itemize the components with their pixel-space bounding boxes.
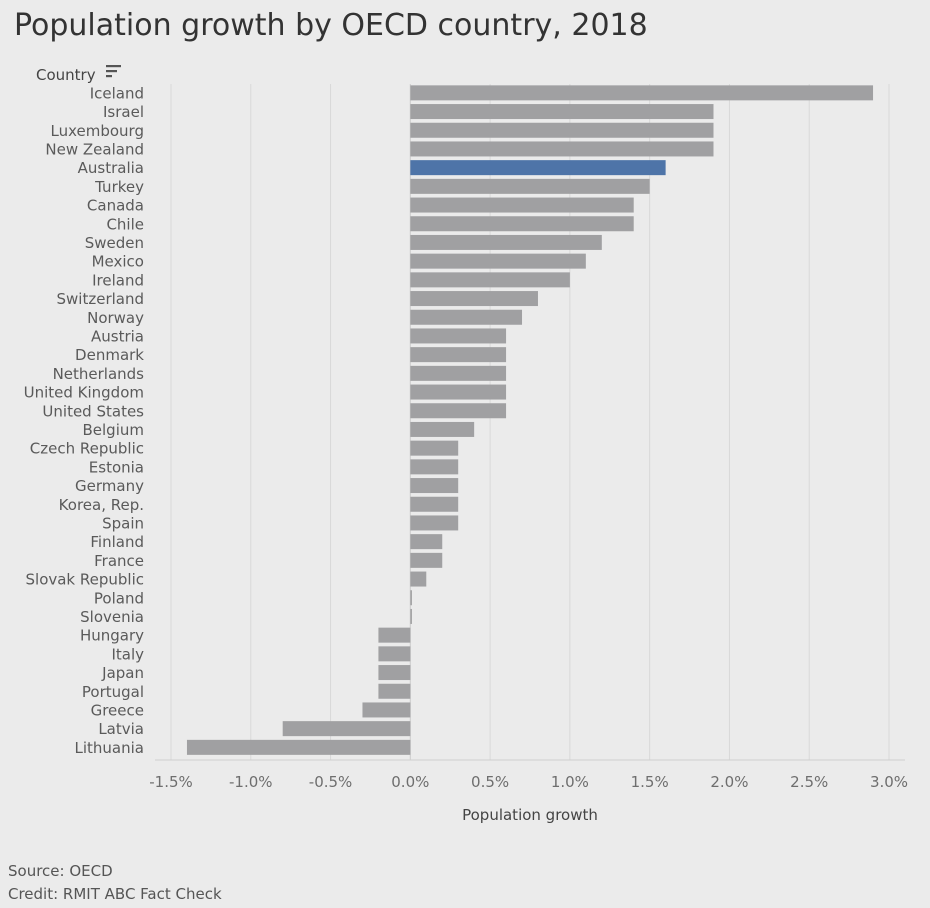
- bar-slovenia[interactable]: [410, 608, 412, 624]
- category-label: Czech Republic: [30, 440, 144, 458]
- bar-new-zealand[interactable]: [410, 141, 714, 157]
- category-label: Belgium: [83, 421, 145, 439]
- x-tick-label: 1.5%: [631, 773, 669, 791]
- category-label: Sweden: [85, 234, 144, 252]
- bar-korea-rep[interactable]: [410, 496, 459, 512]
- grid-layer: [155, 84, 905, 761]
- bar-japan[interactable]: [378, 665, 411, 681]
- category-label: United Kingdom: [24, 384, 144, 402]
- category-label: Latvia: [98, 720, 144, 738]
- category-label: Finland: [90, 533, 144, 551]
- bar-lithuania[interactable]: [186, 739, 411, 755]
- bar-sweden[interactable]: [410, 234, 602, 250]
- bar-greece[interactable]: [362, 702, 411, 718]
- bar-latvia[interactable]: [282, 721, 411, 737]
- bar-israel[interactable]: [410, 104, 714, 120]
- bar-slovak-republic[interactable]: [410, 571, 427, 587]
- bar-mexico[interactable]: [410, 253, 586, 269]
- bar-layer: [186, 85, 874, 755]
- category-label: Greece: [91, 701, 144, 719]
- category-label: Japan: [101, 664, 144, 682]
- x-tick-label: 2.5%: [790, 773, 828, 791]
- bar-france[interactable]: [410, 552, 443, 568]
- bar-finland[interactable]: [410, 534, 443, 550]
- x-axis-title: Population growth: [462, 806, 598, 824]
- bar-austria[interactable]: [410, 328, 507, 344]
- category-label: Turkey: [94, 178, 144, 196]
- category-label: Ireland: [92, 271, 144, 289]
- bar-iceland[interactable]: [410, 85, 874, 101]
- category-label: Korea, Rep.: [59, 496, 144, 514]
- bar-switzerland[interactable]: [410, 291, 538, 307]
- category-label: Estonia: [89, 458, 144, 476]
- bar-netherlands[interactable]: [410, 365, 507, 381]
- sort-icon-line: [106, 65, 121, 68]
- x-tick-label: 1.0%: [551, 773, 589, 791]
- chart-title: Population growth by OECD country, 2018: [14, 8, 648, 43]
- category-label: Portugal: [82, 683, 144, 701]
- bar-italy[interactable]: [378, 646, 411, 662]
- sort-icon-line: [106, 70, 117, 73]
- category-label: Australia: [78, 159, 144, 177]
- source-note: Source: OECD: [8, 862, 113, 880]
- sort-icon-line: [106, 75, 112, 78]
- bar-united-kingdom[interactable]: [410, 384, 507, 400]
- bar-ireland[interactable]: [410, 272, 570, 288]
- bar-canada[interactable]: [410, 197, 634, 213]
- x-tick-label: 0.0%: [391, 773, 429, 791]
- bar-czech-republic[interactable]: [410, 440, 459, 456]
- category-label: Switzerland: [57, 290, 145, 308]
- bar-belgium[interactable]: [410, 421, 475, 437]
- category-label: Austria: [91, 327, 144, 345]
- category-label: Hungary: [80, 627, 144, 645]
- category-label: Canada: [87, 197, 144, 215]
- x-tick-label: -1.0%: [229, 773, 273, 791]
- bar-spain[interactable]: [410, 515, 459, 531]
- credit-note: Credit: RMIT ABC Fact Check: [8, 885, 222, 903]
- bar-luxembourg[interactable]: [410, 122, 714, 138]
- bar-australia[interactable]: [410, 160, 666, 176]
- category-label: New Zealand: [45, 140, 144, 158]
- x-tick-label: -1.5%: [149, 773, 193, 791]
- bar-hungary[interactable]: [378, 627, 411, 643]
- bar-chile[interactable]: [410, 216, 634, 232]
- chart-area: Iceland Israel Luxembourg New Zealand Austra…: [24, 65, 908, 824]
- category-label: Mexico: [92, 253, 144, 271]
- sort-icon[interactable]: [106, 65, 121, 78]
- x-tick-label: -0.5%: [309, 773, 353, 791]
- category-label: Spain: [102, 514, 144, 532]
- bar-estonia[interactable]: [410, 459, 459, 475]
- category-label: Italy: [111, 645, 144, 663]
- category-label: Slovak Republic: [26, 571, 145, 589]
- category-label: Israel: [103, 103, 144, 121]
- category-label: France: [94, 552, 144, 570]
- footer: Source: OECD Credit: RMIT ABC Fact Check: [8, 860, 222, 906]
- bar-portugal[interactable]: [378, 683, 411, 699]
- bar-poland[interactable]: [410, 590, 412, 606]
- x-tick-layer: -1.5% -1.0% -0.5% 0.0% 0.5% 1.0% 1.5% 2.0% 2.5% 3…: [149, 773, 908, 791]
- x-tick-label: 3.0%: [870, 773, 908, 791]
- category-label: Netherlands: [53, 365, 145, 383]
- category-label: Chile: [106, 215, 144, 233]
- category-label: Norway: [87, 309, 144, 327]
- x-tick-label: 0.5%: [471, 773, 509, 791]
- category-label: Iceland: [90, 84, 144, 102]
- category-label: Germany: [75, 477, 144, 495]
- category-label: Lithuania: [75, 739, 144, 757]
- category-label: Poland: [94, 589, 144, 607]
- category-label: Slovenia: [80, 608, 144, 626]
- category-label: United States: [42, 402, 144, 420]
- bar-norway[interactable]: [410, 309, 523, 325]
- bar-united-states[interactable]: [410, 403, 507, 419]
- category-label: Denmark: [75, 346, 144, 364]
- x-tick-label: 2.0%: [710, 773, 748, 791]
- y-axis-title: Country: [36, 66, 96, 84]
- bar-germany[interactable]: [410, 478, 459, 494]
- bar-turkey[interactable]: [410, 178, 650, 194]
- category-label: Luxembourg: [51, 122, 145, 140]
- bar-denmark[interactable]: [410, 347, 507, 363]
